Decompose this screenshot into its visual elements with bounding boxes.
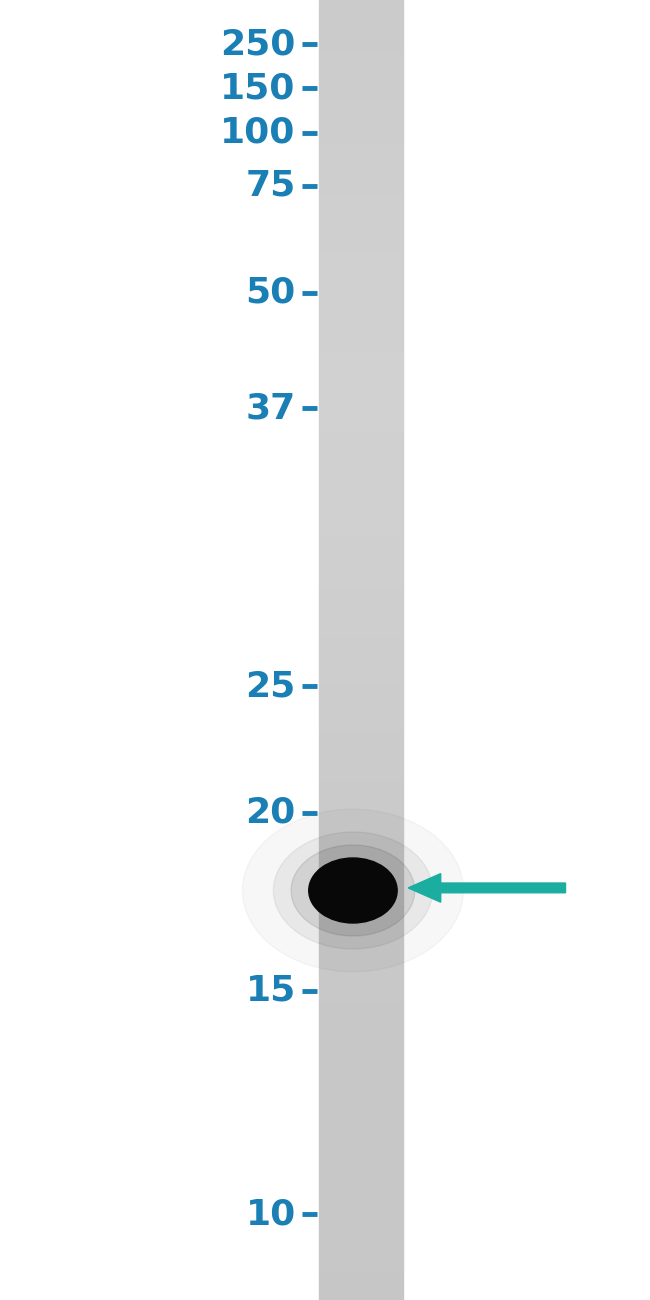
Text: 37: 37 <box>246 391 296 425</box>
Text: 15: 15 <box>246 974 296 1008</box>
Text: 150: 150 <box>220 72 296 105</box>
Text: 10: 10 <box>246 1197 296 1231</box>
Text: 75: 75 <box>246 169 296 203</box>
FancyArrow shape <box>408 874 566 902</box>
Text: 25: 25 <box>246 670 296 703</box>
Bar <box>318 0 403 1300</box>
Text: 250: 250 <box>220 27 296 61</box>
Text: 20: 20 <box>246 796 296 829</box>
Ellipse shape <box>274 832 432 949</box>
Ellipse shape <box>291 845 415 936</box>
Text: 100: 100 <box>220 116 296 150</box>
Ellipse shape <box>309 858 397 923</box>
Text: 50: 50 <box>246 276 296 309</box>
